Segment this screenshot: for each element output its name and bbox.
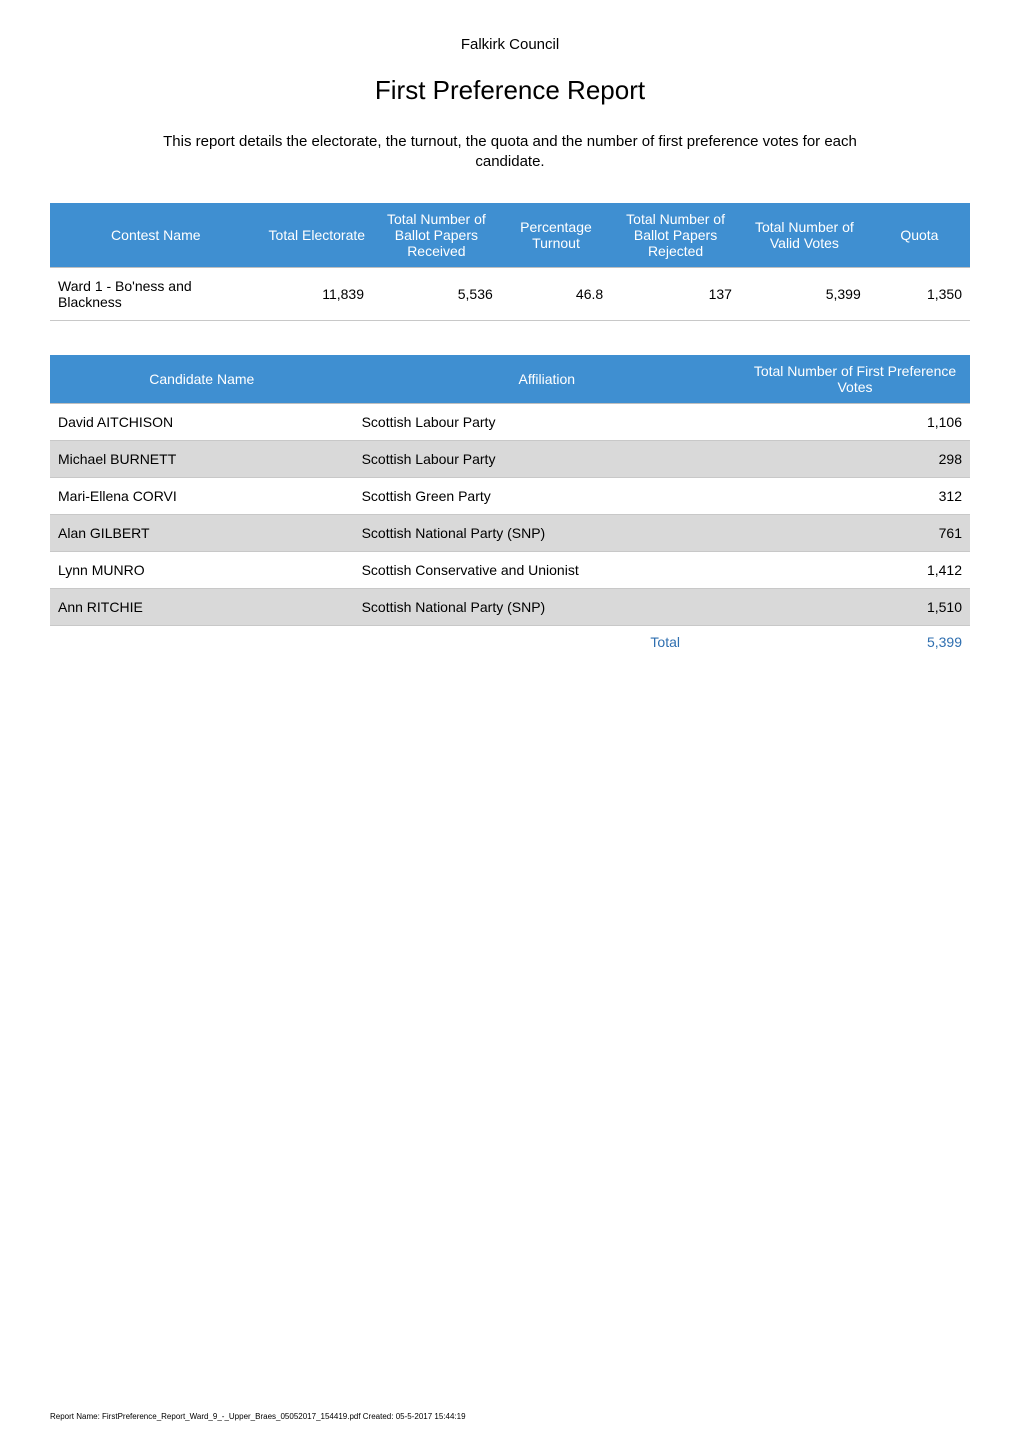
candidate-row: Lynn MUNRO Scottish Conservative and Uni…: [50, 551, 970, 588]
cell-ballot-rejected: 137: [611, 267, 740, 320]
total-label: Total: [354, 625, 740, 660]
contest-summary-row: Ward 1 - Bo'ness and Blackness 11,839 5,…: [50, 267, 970, 320]
cell-affiliation: Scottish Conservative and Unionist: [354, 551, 740, 588]
col-header-affiliation: Affiliation: [354, 355, 740, 404]
candidate-row: David AITCHISON Scottish Labour Party 1,…: [50, 403, 970, 440]
candidate-row: Alan GILBERT Scottish National Party (SN…: [50, 514, 970, 551]
cell-votes: 1,106: [740, 403, 970, 440]
cell-total-electorate: 11,839: [262, 267, 372, 320]
cell-affiliation: Scottish Green Party: [354, 477, 740, 514]
col-header-valid-votes: Total Number of Valid Votes: [740, 203, 869, 268]
col-header-ballot-rejected: Total Number of Ballot Papers Rejected: [611, 203, 740, 268]
cell-votes: 298: [740, 440, 970, 477]
candidate-row: Mari-Ellena CORVI Scottish Green Party 3…: [50, 477, 970, 514]
cell-votes: 312: [740, 477, 970, 514]
candidate-row: Michael BURNETT Scottish Labour Party 29…: [50, 440, 970, 477]
col-header-percentage-turnout: Percentage Turnout: [501, 203, 611, 268]
cell-candidate-name: David AITCHISON: [50, 403, 354, 440]
candidate-results-table: Candidate Name Affiliation Total Number …: [50, 355, 970, 660]
cell-affiliation: Scottish National Party (SNP): [354, 514, 740, 551]
cell-ballot-received: 5,536: [372, 267, 501, 320]
col-header-ballot-received: Total Number of Ballot Papers Received: [372, 203, 501, 268]
organisation-name: Falkirk Council: [50, 36, 970, 53]
cell-votes: 1,412: [740, 551, 970, 588]
cell-affiliation: Scottish Labour Party: [354, 403, 740, 440]
candidate-row: Ann RITCHIE Scottish National Party (SNP…: [50, 588, 970, 625]
report-description-line2: candidate.: [475, 153, 544, 170]
total-value: 5,399: [740, 625, 970, 660]
cell-candidate-name: Michael BURNETT: [50, 440, 354, 477]
cell-affiliation: Scottish National Party (SNP): [354, 588, 740, 625]
cell-votes: 761: [740, 514, 970, 551]
col-header-first-pref-votes: Total Number of First Preference Votes: [740, 355, 970, 404]
cell-percentage-turnout: 46.8: [501, 267, 611, 320]
total-row: Total 5,399: [50, 625, 970, 660]
cell-affiliation: Scottish Labour Party: [354, 440, 740, 477]
cell-candidate-name: Ann RITCHIE: [50, 588, 354, 625]
col-header-total-electorate: Total Electorate: [262, 203, 372, 268]
page-title: First Preference Report: [50, 75, 970, 106]
footer-report-info: Report Name: FirstPreference_Report_Ward…: [50, 1412, 466, 1421]
cell-candidate-name: Lynn MUNRO: [50, 551, 354, 588]
page: Falkirk Council First Preference Report …: [0, 0, 1020, 1443]
col-header-contest-name: Contest Name: [50, 203, 262, 268]
cell-candidate-name: Mari-Ellena CORVI: [50, 477, 354, 514]
report-description-line1: This report details the electorate, the …: [163, 133, 857, 150]
cell-candidate-name: Alan GILBERT: [50, 514, 354, 551]
candidate-results-header-row: Candidate Name Affiliation Total Number …: [50, 355, 970, 404]
contest-summary-table: Contest Name Total Electorate Total Numb…: [50, 203, 970, 321]
col-header-quota: Quota: [869, 203, 970, 268]
cell-valid-votes: 5,399: [740, 267, 869, 320]
report-description: This report details the electorate, the …: [120, 132, 900, 173]
contest-summary-header-row: Contest Name Total Electorate Total Numb…: [50, 203, 970, 268]
cell-contest-name: Ward 1 - Bo'ness and Blackness: [50, 267, 262, 320]
cell-votes: 1,510: [740, 588, 970, 625]
col-header-candidate-name: Candidate Name: [50, 355, 354, 404]
cell-quota: 1,350: [869, 267, 970, 320]
